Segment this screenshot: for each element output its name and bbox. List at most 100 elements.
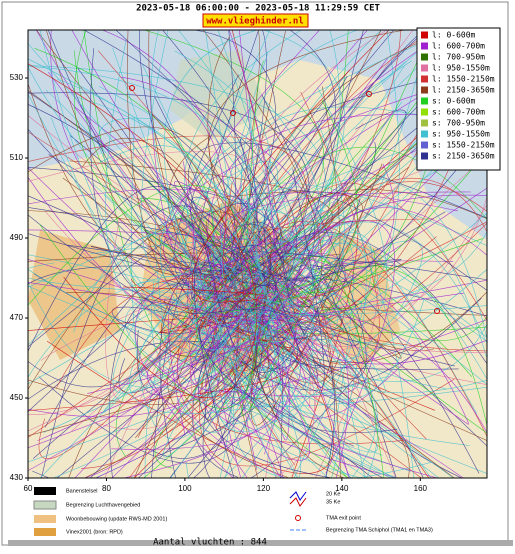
flight-track [238, 132, 487, 308]
legend-swatch [421, 42, 428, 50]
flight-track [145, 30, 424, 459]
flight-track [90, 246, 487, 287]
map-key: Banenstelsel Begrenzing Luchthavengebied W… [33, 487, 433, 536]
flight-track [208, 30, 407, 359]
legend-swatch [421, 108, 428, 116]
flight-track [137, 30, 268, 354]
y-tick-label: 490 [10, 233, 24, 242]
flight-track [45, 211, 397, 478]
legend-swatch [421, 130, 428, 138]
flight-track [28, 262, 314, 463]
flight-track [211, 30, 382, 425]
legend-swatch [421, 53, 428, 61]
legend-items: l: 0-600m l: 600-700m l: 700-950m l: 950-15… [421, 31, 495, 161]
x-tick-label: 60 [24, 484, 33, 493]
tma-exit [434, 308, 440, 314]
flight-track [28, 126, 346, 478]
flight-track [187, 30, 477, 326]
legend-label: s: 2150-3650m [432, 152, 495, 161]
flight-track [263, 168, 487, 388]
key-swatch [289, 491, 307, 501]
flight-track [245, 186, 487, 408]
key-label: Woonbebouwing (update RWS-MD 2001) [66, 516, 167, 522]
urban [28, 230, 120, 360]
flight-track [188, 197, 315, 478]
x-tick-label: 120 [257, 484, 271, 493]
legend-label: s: 1550-2150m [432, 141, 495, 150]
flight-track [222, 283, 439, 478]
flight-track [161, 30, 323, 357]
plot-border [27, 29, 488, 479]
flight-track [39, 272, 261, 478]
flight-track [184, 30, 378, 453]
flight-track [28, 30, 276, 388]
legend-label: l: 600-700m [432, 42, 485, 51]
key-swatch [33, 500, 57, 510]
flight-track [199, 259, 402, 478]
flight-track [185, 210, 366, 478]
key-label: TMA exit point [326, 515, 361, 521]
flight-track [89, 48, 335, 478]
flight-track [28, 315, 250, 333]
y-tick-label: 510 [10, 153, 24, 162]
legend-label: l: 700-950m [432, 53, 485, 62]
flight-track [111, 120, 487, 450]
flight-track [28, 184, 256, 409]
legend-swatch [421, 119, 428, 127]
key-label: 35 Ke [326, 499, 340, 505]
x-tick-label: 140 [335, 484, 349, 493]
flight-track [28, 150, 274, 405]
legend-label: l: 0-600m [432, 31, 476, 40]
legend-label: s: 0-600m [432, 97, 476, 106]
flight-track [168, 283, 351, 478]
legend [416, 27, 501, 171]
key-swatch [295, 515, 301, 521]
flight-track [203, 87, 388, 478]
key-label: Banenstelsel [66, 488, 98, 494]
flight-track [140, 30, 271, 277]
y-tick-label: 430 [10, 473, 24, 482]
title: 2023-05-18 06:00:00 - 2023-05-18 11:29:5… [136, 4, 380, 14]
flight-track [28, 177, 272, 436]
flight-track [28, 76, 348, 348]
flight-track [28, 66, 268, 433]
flight-track [139, 30, 331, 317]
flight-track [206, 198, 487, 315]
key-label: Vinex2001 (bron: RPD) [66, 529, 123, 535]
x-tick-label: 100 [178, 484, 192, 493]
flight-track [28, 115, 311, 409]
flight-track [186, 230, 487, 388]
airport-area [170, 50, 270, 140]
shadow [8, 540, 513, 546]
flight-track [83, 36, 242, 478]
flight-track [169, 243, 323, 478]
legend-swatch [421, 64, 428, 72]
flight-track [151, 30, 364, 297]
flight-track [213, 207, 487, 405]
flight-track [150, 30, 314, 418]
flight-track [28, 186, 361, 373]
flight-track [28, 93, 215, 343]
flight-track [102, 214, 367, 478]
x-tick-label: 80 [102, 484, 111, 493]
flight-track [115, 30, 325, 457]
key-swatch [289, 497, 307, 507]
flight-track [39, 30, 345, 339]
y-tick-label: 530 [10, 73, 24, 82]
link[interactable]: www.vlieghinder.nl [206, 16, 304, 27]
flight-track [45, 89, 395, 478]
flight-track [213, 253, 487, 433]
flight-track [187, 99, 487, 393]
flight-track [133, 329, 291, 478]
key-swatch [34, 515, 56, 523]
tma-exit [129, 85, 135, 91]
flight-track [28, 145, 235, 338]
flight-track [28, 244, 398, 433]
link-box [202, 13, 309, 28]
key-label: Begrenzing TMA Schiphol (TMA1 en TMA3) [326, 527, 433, 533]
legend-swatch [421, 31, 428, 39]
flight-track [195, 30, 444, 364]
flight-track [160, 30, 419, 371]
flight-track [123, 30, 390, 303]
